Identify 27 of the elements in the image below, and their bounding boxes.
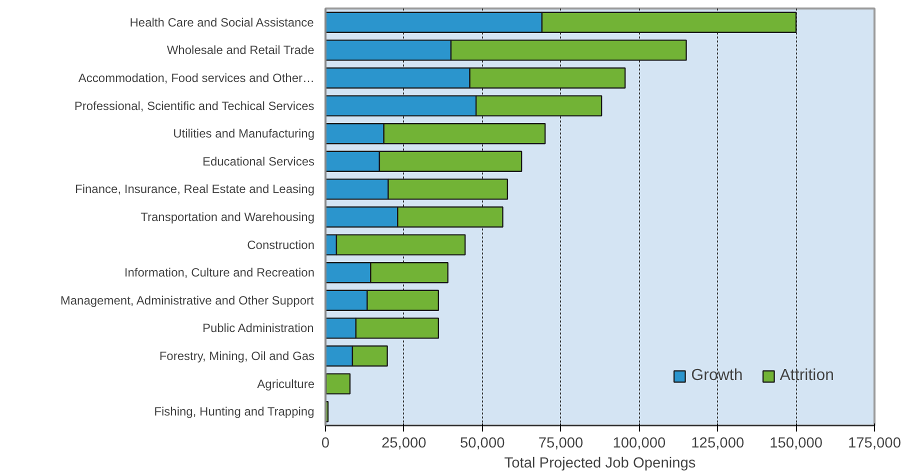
y-tick-label: Public Administration bbox=[202, 321, 314, 336]
x-tick-label: 100,000 bbox=[612, 436, 666, 452]
legend-label: Growth bbox=[691, 367, 743, 385]
y-tick-label: Forestry, Mining, Oil and Gas bbox=[159, 349, 315, 363]
x-tick-label: 0 bbox=[321, 436, 330, 452]
x-tick-label: 175,000 bbox=[848, 436, 901, 452]
x-tick-label: 125,000 bbox=[691, 436, 744, 452]
y-tick-label: Management, Administrative and Other Support bbox=[60, 293, 315, 308]
bar bbox=[326, 373, 351, 394]
y-tick-label: Transportation and Warehousing bbox=[140, 210, 315, 224]
x-tick-label: 75,000 bbox=[538, 436, 584, 452]
y-tick-label: Professional, Scientific and Techical Services bbox=[74, 98, 314, 113]
y-tick-label: Finance, Insurance, Real Estate and Leasing bbox=[75, 182, 314, 196]
x-tick-label: 150,000 bbox=[770, 436, 823, 452]
y-tick-label: Wholesale and Retail Trade bbox=[166, 43, 315, 58]
legend-label: Attrition bbox=[780, 367, 834, 385]
y-tick-label: Construction bbox=[247, 238, 315, 252]
x-tick-label: 25,000 bbox=[382, 436, 426, 452]
y-tick-label: Fishing, Hunting and Trapping bbox=[154, 404, 314, 419]
y-tick-label: Agriculture bbox=[257, 376, 315, 391]
x-tick-label: 50,000 bbox=[460, 436, 505, 452]
y-tick-label: Educational Services bbox=[202, 154, 314, 168]
y-tick-label: Utilities and Manufacturing bbox=[173, 126, 314, 141]
x-axis-title: Total Projected Job Openings bbox=[504, 456, 696, 472]
y-tick-label: Information, Culture and Recreation bbox=[124, 266, 315, 280]
y-tick-label: Health Care and Social Assistance bbox=[130, 15, 314, 30]
y-tick-label: Accommodation, Food services and Other… bbox=[78, 71, 315, 85]
